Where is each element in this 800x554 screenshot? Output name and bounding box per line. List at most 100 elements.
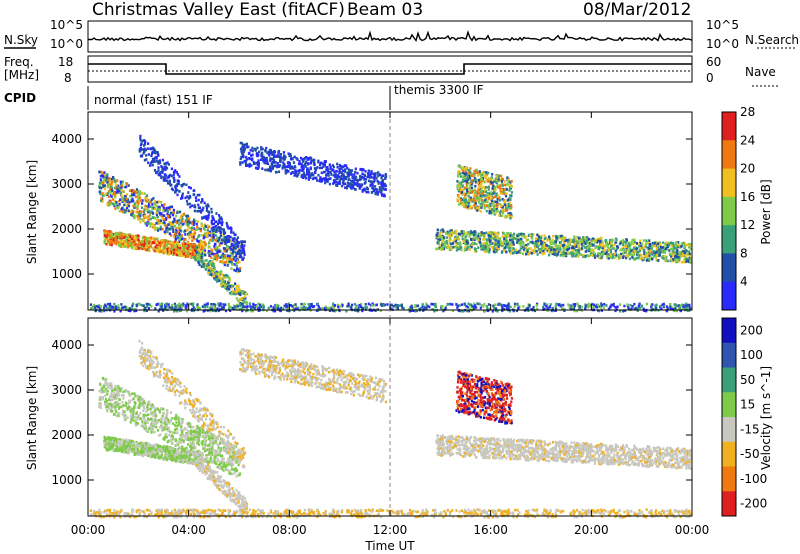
heatmap-cell bbox=[157, 250, 160, 254]
heatmap-cell bbox=[629, 243, 632, 247]
heatmap-cell bbox=[496, 236, 499, 239]
heatmap-cell bbox=[227, 235, 230, 238]
heatmap-cell bbox=[502, 249, 506, 252]
heatmap-cell bbox=[167, 182, 170, 185]
heatmap-cell bbox=[255, 152, 258, 155]
heatmap-cell bbox=[241, 241, 244, 245]
heatmap-cell bbox=[348, 172, 351, 175]
heatmap-cell bbox=[448, 234, 451, 237]
heatmap-cell bbox=[356, 171, 359, 175]
heatmap-cell bbox=[178, 302, 181, 306]
heatmap-cell bbox=[139, 137, 142, 140]
cpid-panel: CPID normal (fast) 151 IF themis 3300 IF bbox=[4, 83, 484, 110]
heatmap-cell bbox=[506, 244, 509, 248]
heatmap-cell bbox=[167, 175, 171, 179]
nave-tick-top: 60 bbox=[706, 55, 721, 69]
heatmap-cell bbox=[266, 162, 270, 165]
heatmap-cell bbox=[225, 260, 228, 264]
heatmap-cell bbox=[672, 243, 675, 247]
heatmap-cell bbox=[461, 237, 464, 241]
heatmap-cell bbox=[457, 232, 460, 236]
heatmap-cell bbox=[166, 179, 169, 183]
heatmap-cell bbox=[130, 237, 134, 241]
heatmap-cell bbox=[466, 190, 469, 193]
heatmap-cell bbox=[241, 258, 244, 261]
heatmap-cell bbox=[540, 251, 544, 255]
heatmap-cell bbox=[470, 231, 473, 234]
heatmap-cell bbox=[506, 199, 509, 202]
heatmap-cell bbox=[153, 227, 156, 230]
heatmap-cell bbox=[143, 149, 146, 153]
heatmap-cell bbox=[149, 217, 152, 221]
heatmap-cell bbox=[120, 188, 123, 192]
heatmap-cell bbox=[300, 162, 303, 166]
heatmap-cell bbox=[609, 248, 612, 252]
heatmap-cell bbox=[372, 180, 375, 184]
heatmap-cell bbox=[625, 256, 628, 260]
heatmap-cell bbox=[506, 183, 509, 186]
heatmap-cell bbox=[441, 244, 444, 247]
heatmap-cell bbox=[350, 173, 353, 176]
heatmap-cell bbox=[147, 161, 150, 165]
heatmap-cell bbox=[184, 220, 187, 224]
heatmap-cell bbox=[348, 178, 351, 181]
heatmap-cell bbox=[242, 290, 245, 293]
heatmap-cell bbox=[178, 190, 181, 193]
heatmap-cell bbox=[574, 254, 577, 258]
heatmap-cell bbox=[438, 244, 441, 247]
heatmap-cell bbox=[255, 161, 258, 165]
heatmap-cell bbox=[543, 242, 546, 246]
heatmap-cell bbox=[350, 187, 353, 190]
heatmap-cell bbox=[335, 177, 338, 181]
heatmap-cell bbox=[128, 233, 132, 236]
heatmap-cell bbox=[136, 207, 139, 210]
heatmap-cell bbox=[239, 157, 242, 161]
heatmap-cell bbox=[134, 238, 137, 241]
heatmap-cell bbox=[161, 239, 164, 242]
heatmap-cell bbox=[175, 171, 178, 174]
heatmap-cell bbox=[477, 198, 481, 202]
heatmap-cell bbox=[226, 247, 229, 251]
heatmap-cell bbox=[210, 233, 213, 236]
heatmap-cell bbox=[478, 196, 481, 200]
heatmap-cell bbox=[159, 219, 162, 222]
heatmap-cell bbox=[624, 309, 627, 312]
heatmap-cell bbox=[478, 170, 481, 173]
heatmap-cell bbox=[163, 221, 166, 224]
heatmap-cell bbox=[159, 170, 162, 174]
heatmap-cell bbox=[450, 242, 453, 246]
heatmap-cell bbox=[465, 183, 468, 186]
heatmap-cell bbox=[203, 247, 206, 250]
heatmap-cell bbox=[487, 171, 490, 175]
heatmap-cell bbox=[262, 155, 265, 159]
heatmap-cell bbox=[129, 198, 132, 202]
heatmap-cell bbox=[467, 232, 470, 235]
heatmap-cell bbox=[214, 220, 217, 224]
heatmap-cell bbox=[529, 240, 532, 244]
heatmap-cell bbox=[92, 306, 95, 310]
heatmap-cell bbox=[202, 262, 205, 266]
heatmap-cell bbox=[147, 153, 150, 156]
heatmap-cell bbox=[620, 252, 623, 256]
heatmap-cell bbox=[648, 244, 651, 247]
heatmap-cell bbox=[210, 252, 214, 256]
heatmap-cell bbox=[121, 199, 124, 202]
heatmap-cell bbox=[544, 236, 547, 240]
heatmap-cell bbox=[223, 261, 226, 264]
heatmap-cell bbox=[228, 247, 231, 251]
heatmap-cell bbox=[206, 232, 209, 236]
heatmap-cell bbox=[189, 226, 192, 230]
heatmap-cell bbox=[116, 179, 119, 182]
heatmap-cell bbox=[275, 155, 278, 158]
heatmap-cell bbox=[648, 239, 651, 242]
heatmap-cell bbox=[147, 205, 150, 209]
heatmap-cell bbox=[269, 305, 273, 308]
heatmap-cell bbox=[370, 180, 373, 183]
heatmap-cell bbox=[556, 238, 559, 241]
heatmap-cell bbox=[189, 252, 192, 255]
heatmap-cell bbox=[436, 234, 439, 237]
heatmap-cell bbox=[133, 204, 136, 208]
heatmap-cell bbox=[194, 228, 197, 231]
heatmap-cell bbox=[630, 241, 633, 244]
heatmap-cell bbox=[363, 173, 366, 177]
